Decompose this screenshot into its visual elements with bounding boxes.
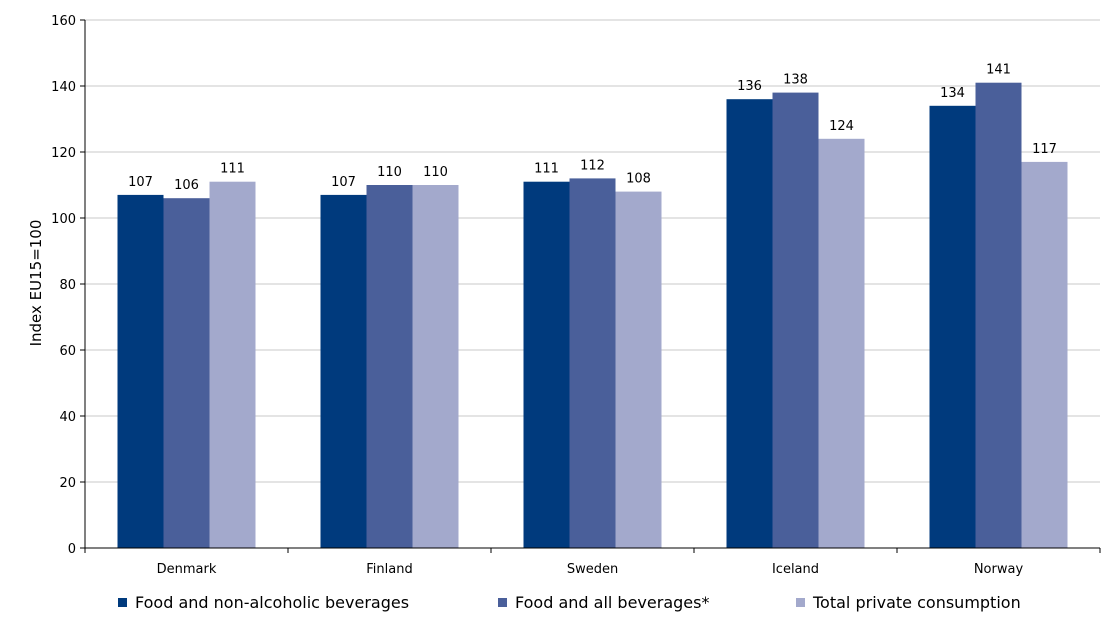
y-tick-label: 120 xyxy=(51,146,76,161)
legend-item-total-private-consumption: Total private consumption xyxy=(796,593,1021,612)
legend-label-1: Food and all beverages* xyxy=(515,593,710,612)
data-label: 136 xyxy=(737,79,762,94)
data-label: 111 xyxy=(534,162,559,177)
legend-label-0: Food and non-alcoholic beverages xyxy=(135,593,410,612)
data-label: 134 xyxy=(940,86,965,101)
legend-label-2: Total private consumption xyxy=(813,593,1021,612)
data-label: 106 xyxy=(174,178,199,193)
bar xyxy=(818,138,865,549)
category-label: Norway xyxy=(974,562,1024,577)
legend: Food and non-alcoholic beverages Food an… xyxy=(0,593,1101,623)
y-tick-label: 160 xyxy=(51,14,76,29)
data-label: 112 xyxy=(580,158,605,173)
legend-item-food-all-beverages: Food and all beverages* xyxy=(498,593,709,612)
category-label: Denmark xyxy=(157,562,217,577)
y-tick-label: 100 xyxy=(51,212,76,227)
bar xyxy=(523,181,570,548)
y-axis: 0 20 40 60 80 100 120 140 160 xyxy=(51,14,86,557)
bars xyxy=(117,82,1068,549)
category-label: Sweden xyxy=(567,562,618,577)
data-label: 124 xyxy=(829,119,854,134)
bar xyxy=(163,198,210,548)
y-tick-label: 20 xyxy=(59,476,76,491)
bar xyxy=(615,191,662,548)
bar xyxy=(772,92,819,548)
category-label: Finland xyxy=(366,562,412,577)
data-label: 107 xyxy=(128,175,153,190)
bar xyxy=(1021,161,1068,548)
data-label: 111 xyxy=(220,162,245,177)
y-tick-label: 80 xyxy=(59,278,76,293)
legend-swatch-2 xyxy=(796,598,805,607)
bar-chart: 0 20 40 60 80 100 120 140 160 107 106 111 107 110 110… xyxy=(27,14,1101,577)
data-label: 138 xyxy=(783,73,808,88)
bar xyxy=(929,105,976,549)
bar xyxy=(412,185,459,548)
y-tick-label: 140 xyxy=(51,80,76,95)
bar xyxy=(117,194,164,548)
data-label: 141 xyxy=(986,63,1011,78)
bar xyxy=(320,194,367,548)
bar xyxy=(366,185,413,548)
bar xyxy=(209,181,256,548)
data-label: 110 xyxy=(377,165,402,180)
legend-swatch-1 xyxy=(498,598,507,607)
legend-item-food-non-alcoholic: Food and non-alcoholic beverages xyxy=(118,593,409,612)
data-labels: 107 106 111 107 110 110 111 112 108 136 138 124 134 1… xyxy=(128,63,1057,194)
y-tick-label: 60 xyxy=(59,344,76,359)
bar xyxy=(569,178,616,548)
bar xyxy=(726,99,773,548)
data-label: 108 xyxy=(626,172,651,187)
y-tick-label: 40 xyxy=(59,410,76,425)
y-tick-label: 0 xyxy=(68,542,76,557)
bar xyxy=(975,82,1022,548)
data-label: 107 xyxy=(331,175,356,190)
y-axis-title: Index EU15=100 xyxy=(27,220,45,347)
data-label: 110 xyxy=(423,165,448,180)
category-label: Iceland xyxy=(772,562,819,577)
x-axis: Denmark Finland Sweden Iceland Norway xyxy=(84,547,1101,577)
data-label: 117 xyxy=(1032,142,1057,157)
legend-swatch-0 xyxy=(118,598,127,607)
